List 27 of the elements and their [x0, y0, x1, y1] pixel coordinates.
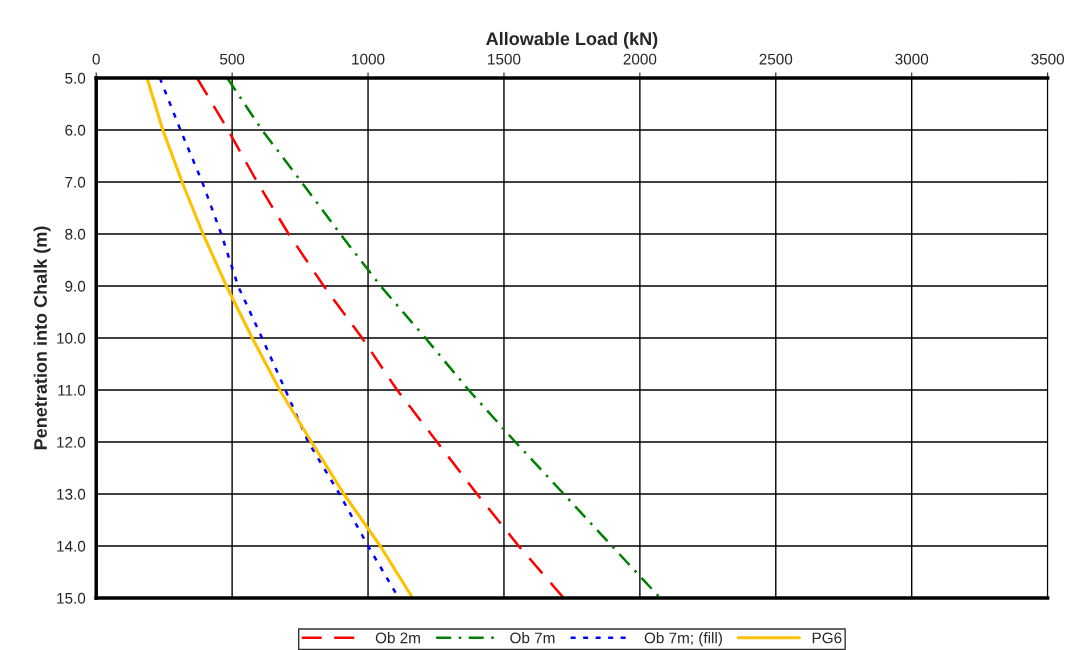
- y-tick-label: 10.0: [57, 332, 86, 344]
- legend-label: Ob 7m: [510, 632, 555, 644]
- legend-label: PG6: [812, 632, 842, 644]
- y-tick-label: 13.0: [57, 488, 86, 500]
- line-series: [195, 78, 566, 598]
- x-tick-label: 1500: [488, 53, 521, 65]
- y-tick-label: 8.0: [65, 228, 86, 240]
- y-tick-label: 5.0: [65, 72, 86, 84]
- x-tick-label: 2500: [759, 53, 793, 65]
- x-tick-label: 2000: [623, 53, 657, 65]
- x-tick-label: 0: [92, 53, 100, 65]
- x-tick-label: 3000: [895, 53, 929, 65]
- legend-label: Ob 2m: [375, 632, 420, 644]
- y-axis-title: Penetration into Chalk (m): [33, 226, 51, 450]
- x-axis-title: Allowable Load (kN): [486, 31, 658, 49]
- y-tick-label: 12.0: [57, 436, 86, 448]
- y-tick-label: 9.0: [65, 280, 86, 292]
- x-tick-label: 500: [219, 53, 245, 65]
- legend-label: Ob 7m; (fill): [644, 632, 722, 647]
- x-tick-label: 3500: [1031, 53, 1065, 65]
- line-series: [225, 78, 662, 598]
- y-tick-label: 6.0: [65, 124, 86, 136]
- y-tick-label: 14.0: [57, 540, 86, 552]
- y-tick-label: 7.0: [65, 176, 86, 188]
- y-tick-label: 15.0: [57, 592, 86, 604]
- y-tick-label: 11.0: [58, 384, 86, 396]
- x-tick-label: 1000: [352, 53, 385, 65]
